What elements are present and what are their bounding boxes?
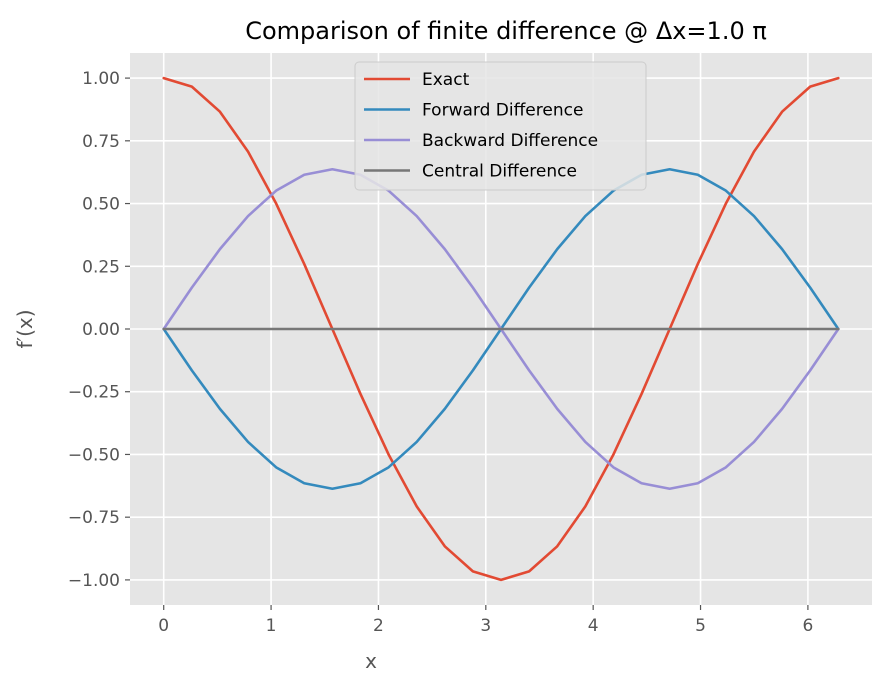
x-tick-label: 6 [802,616,813,636]
y-tick-label: 0.75 [82,132,120,152]
tick-labels: 0 1 2 3 4 5 6 1.00 0.75 0.50 0.25 0.00 −0.25 −0.50 −0.… [68,69,813,636]
y-tick-label: 0.00 [82,320,120,340]
y-tick-label: −0.75 [68,508,120,528]
legend: Exact Forward Difference Backward Differen… [354,61,647,191]
x-tick-label: 5 [695,616,706,636]
y-axis-label: f′(x) [13,309,37,348]
legend-label: Forward Difference [422,101,583,121]
legend-box [354,61,647,191]
x-axis-label: x [365,649,377,673]
series-lines [162,76,840,582]
series-line-exact [162,76,840,582]
chart-title: Comparison of finite difference @ Δx=1.0… [245,17,767,45]
y-tick-label: 0.25 [82,257,120,277]
x-tick-label: 0 [158,616,169,636]
y-tick-label: −0.25 [68,383,120,403]
y-tick-label: −0.50 [68,445,120,465]
x-tick-label: 3 [480,616,491,636]
x-tick-label: 2 [373,616,384,636]
y-tick-label: 0.50 [82,195,120,215]
x-tick-label: 4 [588,616,599,636]
legend-label: Exact [422,70,470,90]
legend-label: Central Difference [422,162,577,182]
legend-label: Backward Difference [422,131,598,151]
y-tick-label: 1.00 [82,69,120,89]
y-tick-label: −1.00 [68,571,120,591]
x-tick-label: 1 [266,616,277,636]
